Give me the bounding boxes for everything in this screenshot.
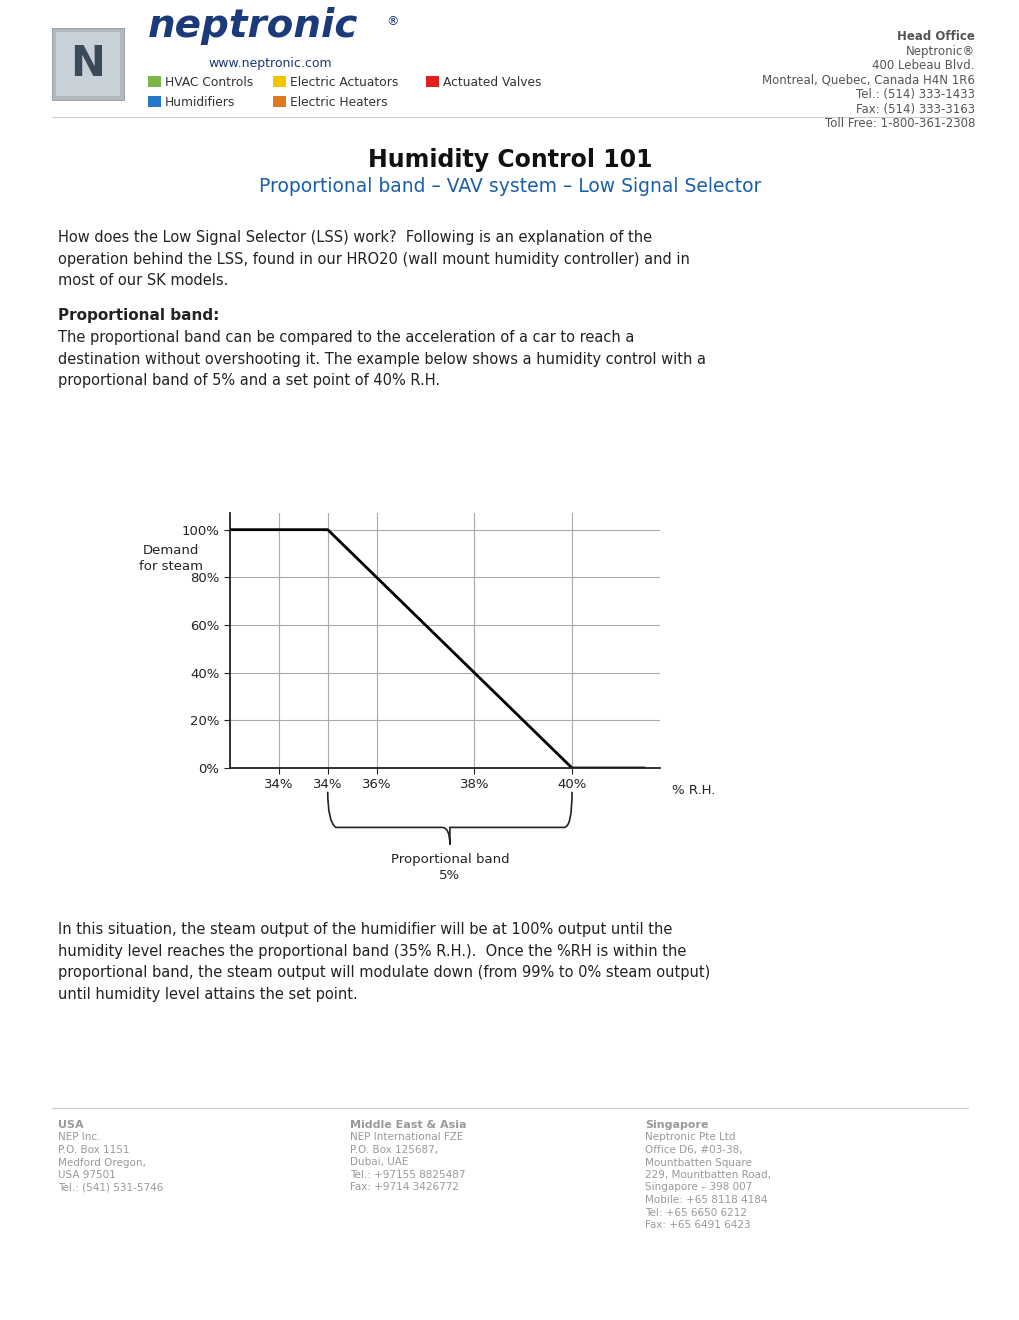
Text: Electric Actuators: Electric Actuators: [289, 75, 398, 88]
Text: Fax: +65 6491 6423: Fax: +65 6491 6423: [644, 1220, 750, 1230]
Text: 5%: 5%: [439, 869, 460, 882]
Text: P.O. Box 1151: P.O. Box 1151: [58, 1144, 129, 1155]
Text: NEP International FZE: NEP International FZE: [350, 1133, 463, 1143]
Text: Head Office: Head Office: [897, 30, 974, 44]
Text: Toll Free: 1-800-361-2308: Toll Free: 1-800-361-2308: [823, 117, 974, 129]
Text: neptronic: neptronic: [148, 7, 358, 45]
Text: % R.H.: % R.H.: [672, 784, 715, 797]
Text: Proportional band:: Proportional band:: [58, 308, 219, 323]
Text: Montreal, Quebec, Canada H4N 1R6: Montreal, Quebec, Canada H4N 1R6: [761, 74, 974, 87]
Text: Mobile: +65 8118 4184: Mobile: +65 8118 4184: [644, 1195, 766, 1205]
Text: Demand
for steam: Demand for steam: [139, 544, 203, 573]
Text: USA 97501: USA 97501: [58, 1170, 115, 1180]
Text: Fax: +9714 3426772: Fax: +9714 3426772: [350, 1183, 459, 1192]
Text: The proportional band can be compared to the acceleration of a car to reach a
de: The proportional band can be compared to…: [58, 330, 705, 388]
Text: Tel.: +97155 8825487: Tel.: +97155 8825487: [350, 1170, 465, 1180]
Text: USA: USA: [58, 1119, 84, 1130]
Text: Dubai, UAE: Dubai, UAE: [350, 1158, 408, 1167]
Text: Tel.: (541) 531-5746: Tel.: (541) 531-5746: [58, 1183, 163, 1192]
Text: Singapore: Singapore: [644, 1119, 708, 1130]
Text: Medford Oregon,: Medford Oregon,: [58, 1158, 146, 1167]
Text: Proportional band – VAV system – Low Signal Selector: Proportional band – VAV system – Low Sig…: [259, 177, 760, 197]
Text: Tel: +65 6650 6212: Tel: +65 6650 6212: [644, 1208, 746, 1217]
Text: Mountbatten Square: Mountbatten Square: [644, 1158, 751, 1167]
Bar: [148, 77, 161, 87]
Text: Electric Heaters: Electric Heaters: [289, 95, 387, 108]
Text: Tel.: (514) 333-1433: Tel.: (514) 333-1433: [855, 88, 974, 102]
Text: Fax: (514) 333-3163: Fax: (514) 333-3163: [855, 103, 974, 116]
Bar: [426, 77, 438, 87]
Text: Actuated Valves: Actuated Valves: [442, 75, 541, 88]
Text: Neptronic®: Neptronic®: [905, 45, 974, 58]
Text: Humidity Control 101: Humidity Control 101: [368, 148, 651, 172]
Bar: [56, 32, 120, 96]
Bar: [148, 96, 161, 107]
Bar: [52, 28, 124, 100]
Text: HVAC Controls: HVAC Controls: [165, 75, 253, 88]
Text: 400 Lebeau Blvd.: 400 Lebeau Blvd.: [871, 59, 974, 73]
Text: Singapore – 398 007: Singapore – 398 007: [644, 1183, 752, 1192]
Text: Neptronic Pte Ltd: Neptronic Pte Ltd: [644, 1133, 735, 1143]
Text: NEP Inc.: NEP Inc.: [58, 1133, 101, 1143]
Text: Humidifiers: Humidifiers: [165, 95, 235, 108]
Text: Proportional band: Proportional band: [390, 853, 508, 866]
Text: www.neptronic.com: www.neptronic.com: [208, 58, 331, 70]
Text: ®: ®: [385, 15, 398, 28]
Text: N: N: [70, 44, 105, 84]
Text: How does the Low Signal Selector (LSS) work?  Following is an explanation of the: How does the Low Signal Selector (LSS) w…: [58, 230, 689, 288]
Text: Middle East & Asia: Middle East & Asia: [350, 1119, 466, 1130]
Text: 229, Mountbatten Road,: 229, Mountbatten Road,: [644, 1170, 770, 1180]
Text: In this situation, the steam output of the humidifier will be at 100% output unt: In this situation, the steam output of t…: [58, 921, 709, 1002]
Bar: [273, 96, 285, 107]
Bar: [273, 77, 285, 87]
Text: Office D6, #03-38,: Office D6, #03-38,: [644, 1144, 742, 1155]
Text: P.O. Box 125687,: P.O. Box 125687,: [350, 1144, 438, 1155]
